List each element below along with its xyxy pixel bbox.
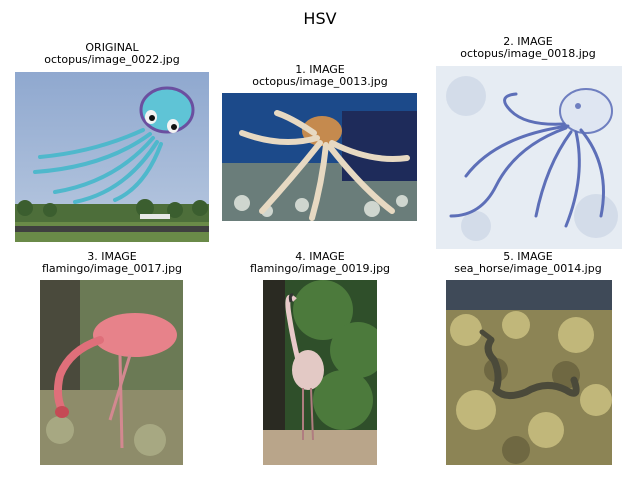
flamingo-photo: [40, 280, 183, 465]
panel-caption-3: 3. IMAGE flamingo/image_0017.jpg: [12, 251, 212, 275]
panel-caption-4: 4. IMAGE flamingo/image_0019.jpg: [220, 251, 420, 275]
octopus-kite-photo: [15, 72, 209, 242]
panel-caption-original: ORIGINAL octopus/image_0022.jpg: [12, 42, 212, 66]
caption-line2: octopus/image_0022.jpg: [12, 54, 212, 66]
octopus-underwater-photo: [222, 93, 417, 221]
caption-line2: octopus/image_0013.jpg: [220, 76, 420, 88]
panel-caption-2: 2. IMAGE octopus/image_0018.jpg: [428, 36, 628, 60]
panel-caption-1: 1. IMAGE octopus/image_0013.jpg: [220, 64, 420, 88]
sea-horse-photo: [446, 280, 612, 465]
caption-line2: octopus/image_0018.jpg: [428, 48, 628, 60]
panel-caption-5: 5. IMAGE sea_horse/image_0014.jpg: [428, 251, 628, 275]
octopus-drawing-photo: [436, 66, 622, 249]
flamingo-photo: [263, 280, 377, 465]
caption-line2: flamingo/image_0017.jpg: [12, 263, 212, 275]
caption-line2: flamingo/image_0019.jpg: [220, 263, 420, 275]
figure-title: HSV: [0, 9, 640, 28]
caption-line2: sea_horse/image_0014.jpg: [428, 263, 628, 275]
